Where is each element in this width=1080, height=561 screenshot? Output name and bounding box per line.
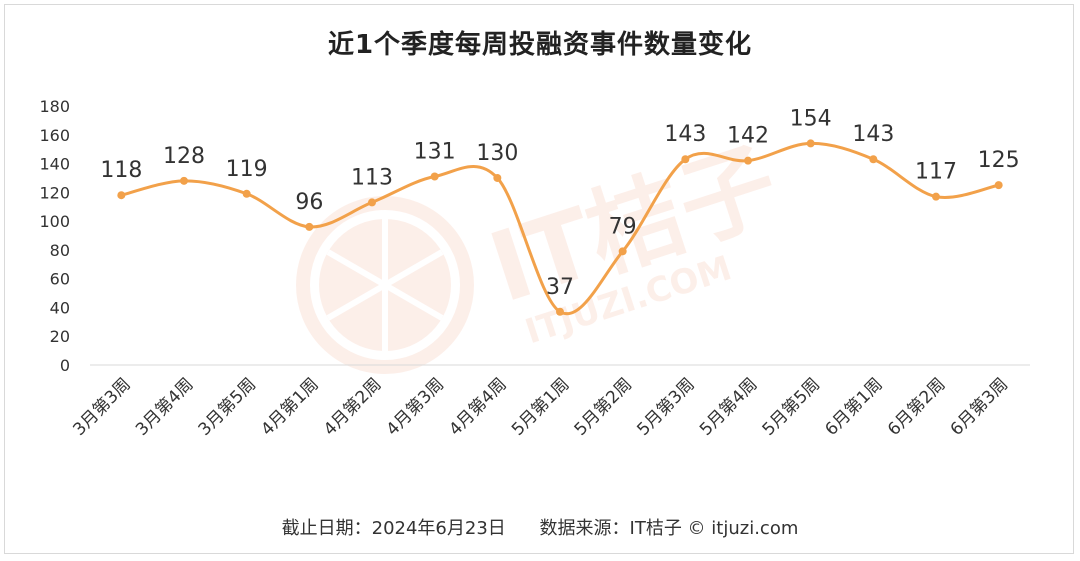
x-axis: 3月第3周3月第4周3月第5周4月第1周4月第2周4月第3周4月第4周5月第1周… bbox=[69, 374, 1012, 440]
y-tick-label: 40 bbox=[50, 298, 70, 317]
y-tick-label: 100 bbox=[39, 212, 70, 231]
x-tick-label: 3月第4周 bbox=[132, 374, 198, 440]
watermark: IT桔子 ITJUZI.COM bbox=[296, 127, 791, 374]
data-point bbox=[869, 155, 878, 164]
y-tick-label: 180 bbox=[39, 97, 70, 116]
x-tick-label: 6月第2周 bbox=[884, 374, 950, 440]
x-tick-label: 6月第1周 bbox=[821, 374, 887, 440]
data-label: 143 bbox=[852, 122, 894, 147]
x-tick-label: 5月第2周 bbox=[571, 374, 637, 440]
y-tick-label: 20 bbox=[50, 327, 70, 346]
data-point bbox=[806, 139, 815, 148]
x-tick-label: 4月第1周 bbox=[257, 374, 323, 440]
data-point bbox=[932, 192, 940, 201]
footer-date: 截止日期：2024年6月23日 bbox=[281, 518, 506, 539]
y-tick-label: 140 bbox=[39, 155, 70, 174]
data-point bbox=[618, 247, 627, 256]
data-label: 119 bbox=[226, 157, 268, 182]
y-tick-label: 60 bbox=[50, 270, 70, 289]
x-tick-label: 4月第4周 bbox=[445, 374, 511, 440]
data-point bbox=[242, 189, 251, 198]
data-point bbox=[117, 191, 126, 200]
y-tick-label: 0 bbox=[60, 356, 70, 375]
data-point bbox=[368, 198, 376, 207]
x-tick-label: 3月第3周 bbox=[69, 374, 135, 440]
chart-title: 近1个季度每周投融资事件数量变化 bbox=[327, 30, 753, 60]
data-label: 118 bbox=[100, 158, 142, 183]
y-tick-label: 80 bbox=[50, 241, 70, 260]
y-tick-label: 160 bbox=[39, 126, 70, 145]
x-tick-label: 5月第1周 bbox=[508, 374, 574, 440]
data-label: 143 bbox=[664, 122, 706, 147]
footer-source: 数据来源：IT桔子 © itjuzi.com bbox=[539, 518, 799, 539]
y-tick-label: 120 bbox=[39, 183, 70, 202]
data-label: 113 bbox=[351, 165, 393, 190]
data-point bbox=[681, 155, 690, 164]
data-label: 79 bbox=[609, 214, 637, 239]
x-tick-label: 5月第4周 bbox=[696, 374, 762, 440]
x-tick-label: 4月第2周 bbox=[320, 374, 386, 440]
data-labels: 118 128 119 96 113 131 130 37 79 143 142 154 143 117 1… bbox=[100, 106, 1019, 299]
data-point bbox=[744, 156, 752, 165]
data-label: 131 bbox=[414, 140, 456, 165]
x-tick-label: 5月第3周 bbox=[633, 374, 699, 440]
x-tick-label: 3月第5周 bbox=[195, 374, 261, 440]
data-point bbox=[493, 173, 502, 182]
x-tick-label: 4月第3周 bbox=[383, 374, 449, 440]
y-axis: 0 20 40 60 80 100 120 140 160 180 bbox=[39, 97, 70, 375]
data-point bbox=[430, 172, 439, 181]
x-tick-label: 5月第5周 bbox=[759, 374, 825, 440]
orange-slice-logo-icon bbox=[296, 196, 474, 374]
data-label: 125 bbox=[978, 148, 1020, 173]
data-label: 117 bbox=[915, 160, 957, 185]
data-label: 37 bbox=[546, 275, 574, 300]
x-tick-label: 6月第3周 bbox=[947, 374, 1013, 440]
data-point bbox=[994, 181, 1003, 190]
data-point bbox=[180, 176, 188, 185]
footer: 截止日期：2024年6月23日 数据来源：IT桔子 © itjuzi.com bbox=[0, 514, 1080, 540]
data-label: 154 bbox=[790, 106, 832, 131]
data-point bbox=[305, 222, 314, 231]
data-label: 96 bbox=[295, 190, 323, 215]
data-label: 142 bbox=[727, 124, 769, 149]
data-label: 128 bbox=[163, 144, 205, 169]
data-point bbox=[556, 307, 564, 316]
data-label: 130 bbox=[476, 141, 518, 166]
data-points bbox=[117, 139, 1003, 316]
